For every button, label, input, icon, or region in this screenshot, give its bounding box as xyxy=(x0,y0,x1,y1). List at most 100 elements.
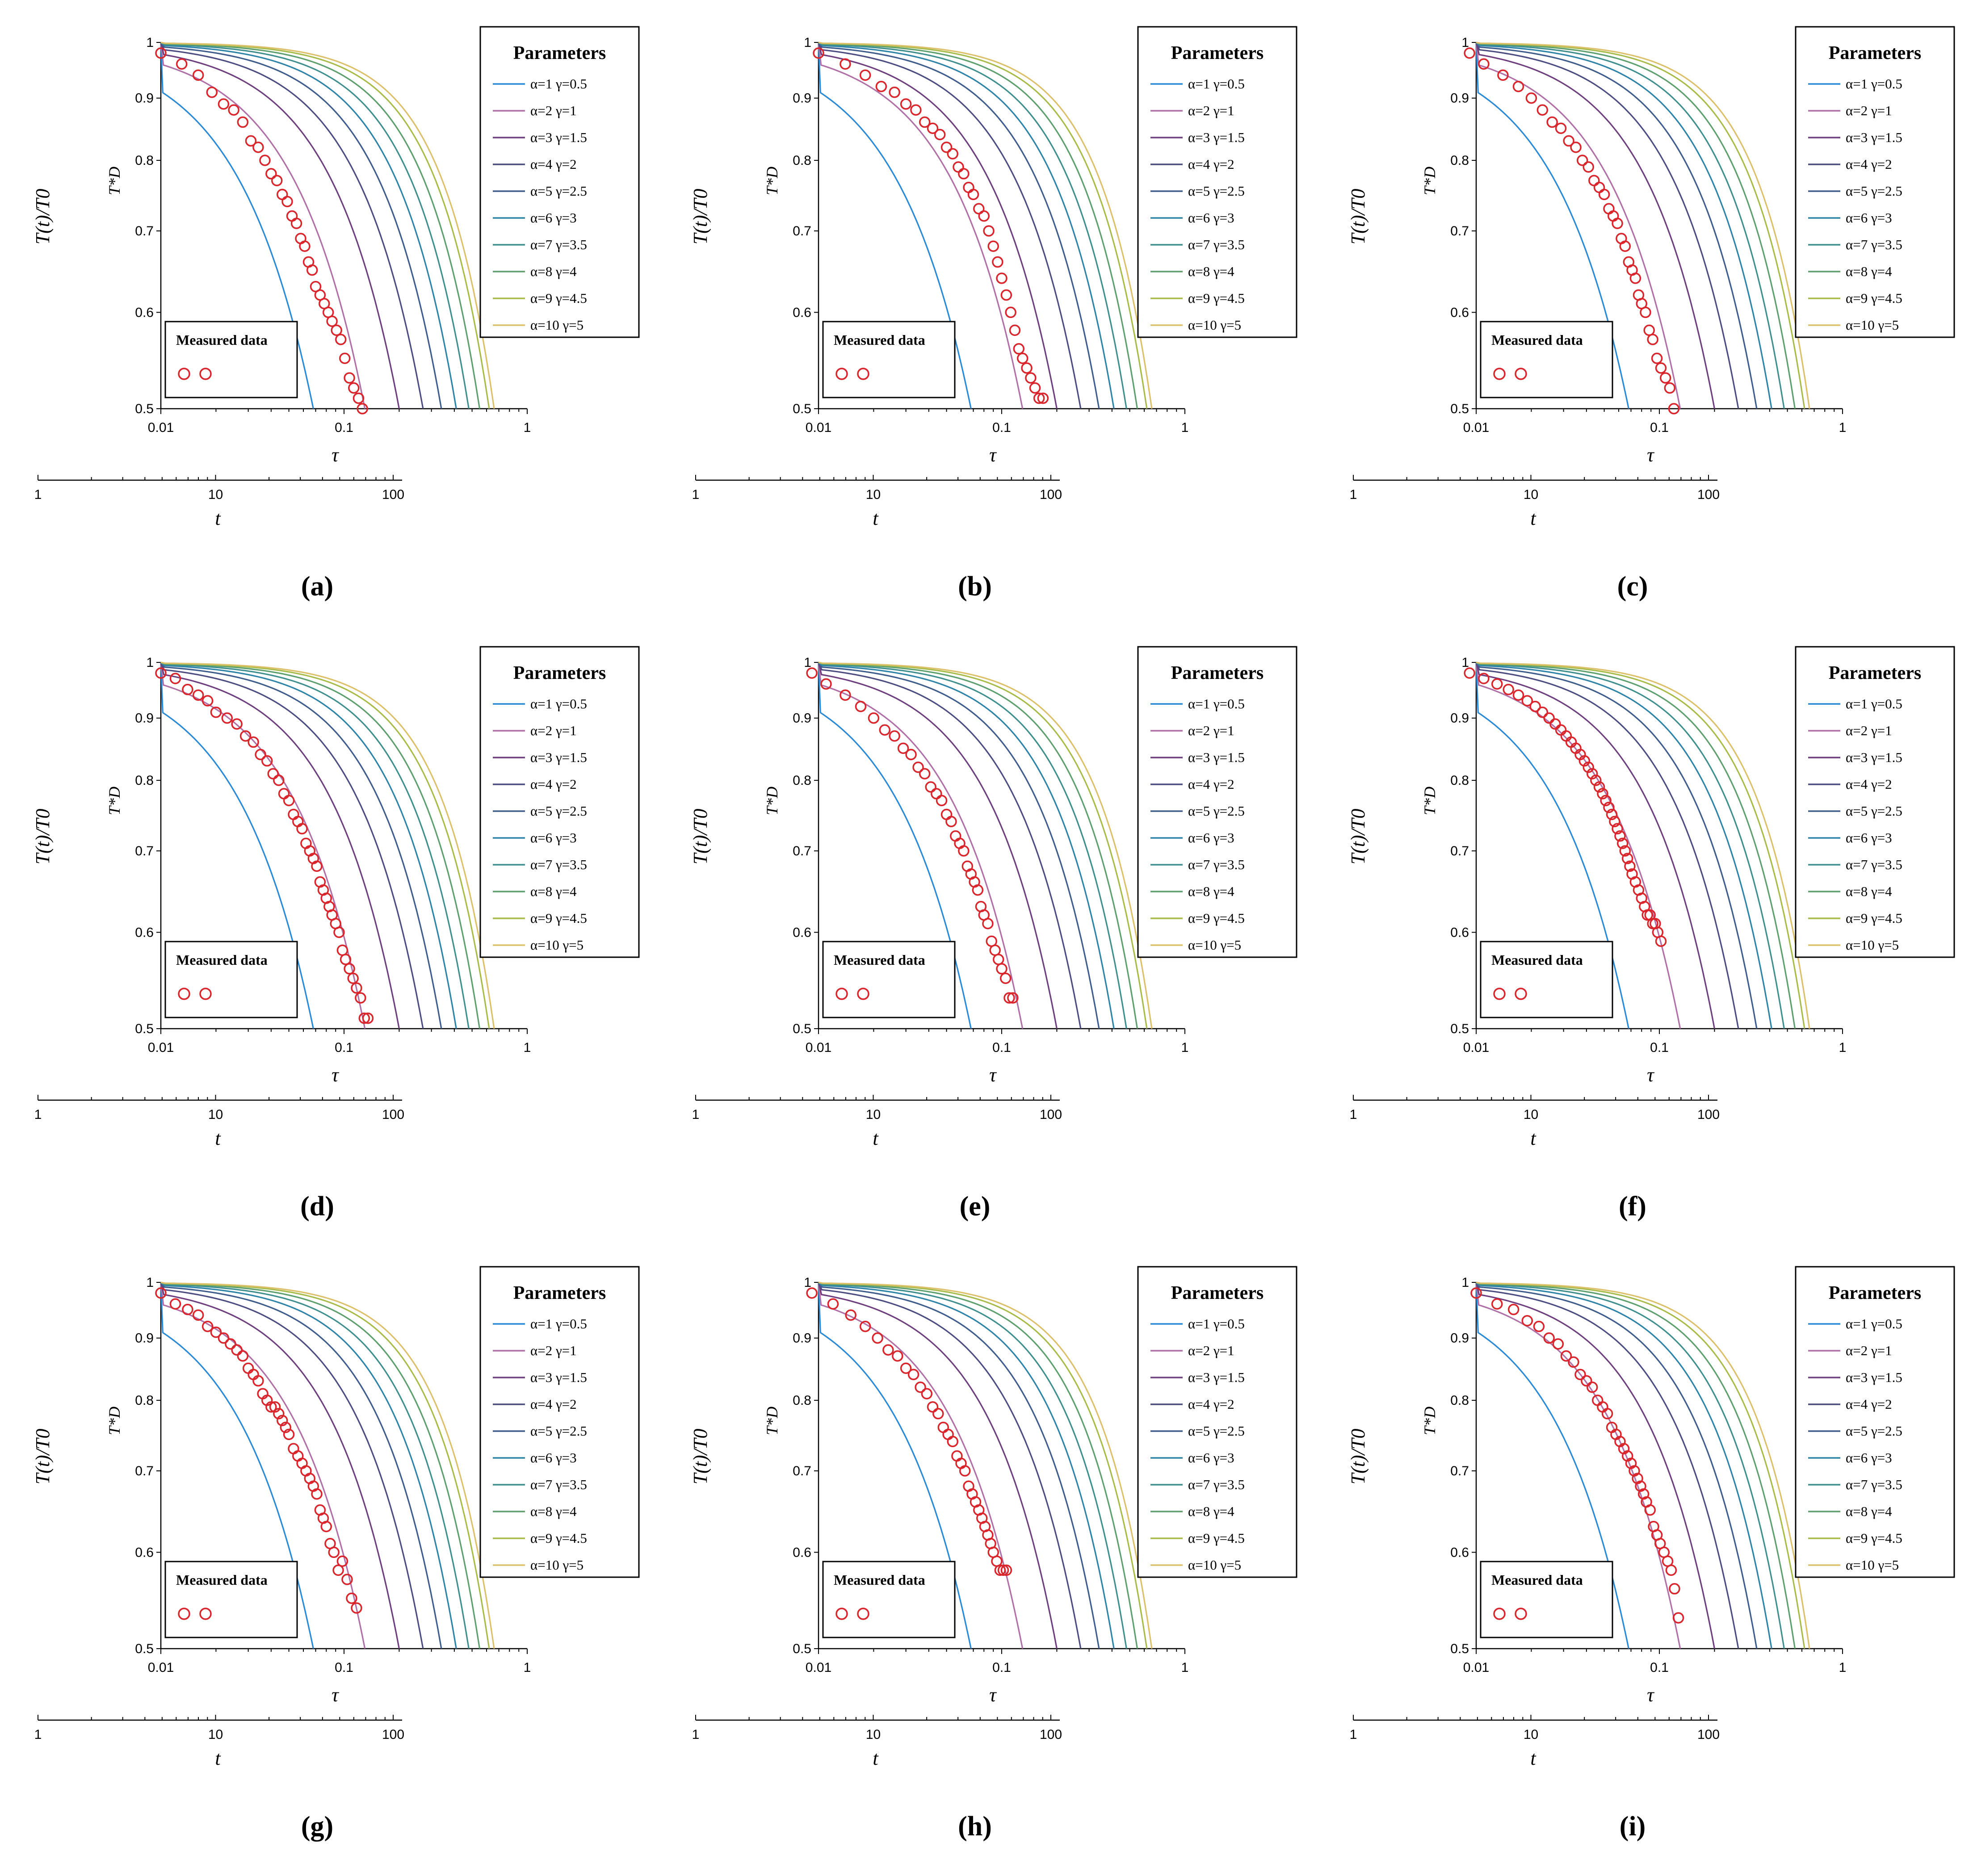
y-tick-label: 0.7 xyxy=(793,1464,811,1478)
legend-entry: α=1 γ=0.5 xyxy=(1846,1316,1902,1332)
measured-point xyxy=(1521,695,1533,707)
series-line-8 xyxy=(160,1281,481,1649)
series-line-5 xyxy=(818,1282,1100,1649)
t-tick-label: 1 xyxy=(692,1727,700,1742)
measured-legend-marker xyxy=(199,988,212,1000)
y-axis-title-outer: T(t)/T0 xyxy=(689,1429,711,1485)
series-line-7 xyxy=(160,1281,470,1649)
series-line-4 xyxy=(160,1282,424,1649)
legend-entry: α=9 γ=4.5 xyxy=(1188,1530,1245,1546)
y-axis-title-inner: T*D xyxy=(1421,1407,1439,1435)
measured-point xyxy=(907,1369,919,1381)
y-tick-label: 0.7 xyxy=(135,224,154,239)
model-curves xyxy=(1475,42,1810,409)
measured-point xyxy=(336,1555,348,1567)
legend-box xyxy=(479,26,640,338)
y-tick-label: 0.7 xyxy=(1450,224,1469,239)
measured-point xyxy=(269,1401,281,1413)
measured-point xyxy=(283,795,295,806)
legend-entry: α=3 γ=1.5 xyxy=(1846,750,1902,765)
panels: 0.50.60.70.80.910.01 0.1 1τT*DT(t)/T01 10 10… xyxy=(32,26,1955,1842)
t-axis-title: t xyxy=(873,1747,879,1769)
x-tick-label: 0.01 xyxy=(148,1040,174,1055)
measured-legend-label: Measured data xyxy=(834,952,925,968)
chart-panel: 0.5 0.6 0.7 0.8 0.9 1 0.01 0.1 1 τ T*D T(t)/T0 1 10 10… xyxy=(32,1266,640,1842)
measured-point xyxy=(347,972,359,984)
t-tick-label: 100 xyxy=(1697,1727,1720,1742)
legend-entry: α=1 γ=0.5 xyxy=(1188,1316,1245,1332)
series-line-1 xyxy=(818,42,972,409)
series-line-10 xyxy=(1476,662,1810,1029)
measured-point xyxy=(940,142,953,153)
x-tick-label: 0.01 xyxy=(806,420,831,435)
t-tick-label: 1 xyxy=(1350,1107,1357,1122)
measured-point xyxy=(992,256,1003,268)
measured-point xyxy=(1619,240,1631,252)
series-line-8 xyxy=(160,42,481,409)
measured-point xyxy=(357,403,368,415)
measured-point xyxy=(320,1520,332,1533)
measured-point xyxy=(237,116,249,128)
measured-legend-label: Measured data xyxy=(176,332,268,348)
t-tick-label: 10 xyxy=(866,487,881,502)
legend-entry: α=2 γ=1 xyxy=(530,1343,577,1358)
measured-legend-label: Measured data xyxy=(176,1572,268,1588)
measured-legend-label: Measured data xyxy=(176,952,268,968)
y-axis-title-inner: T*D xyxy=(763,1407,781,1435)
legend-entry: α=3 γ=1.5 xyxy=(1188,750,1245,765)
measured-point xyxy=(827,1298,839,1310)
legend-entry: α=10 γ=5 xyxy=(1188,1557,1241,1573)
x-tick-label: 0.01 xyxy=(1463,1660,1489,1675)
measured-legend-label: Measured data xyxy=(1491,332,1583,348)
measured-point xyxy=(1025,372,1037,384)
measured-point xyxy=(192,1309,204,1321)
measured-point xyxy=(276,1415,288,1426)
y-tick-label: 0.9 xyxy=(1450,711,1469,726)
measured-legend-label: Measured data xyxy=(1491,952,1583,968)
x-axis-title-tau: τ xyxy=(989,1064,997,1086)
series-line-8 xyxy=(1476,662,1796,1029)
measured-data-legend: Measured data xyxy=(822,1561,956,1638)
measured-point xyxy=(1491,678,1503,690)
measured-point xyxy=(959,1465,971,1477)
measured-point xyxy=(994,1564,1006,1576)
legend-entry: α=10 γ=5 xyxy=(530,937,584,953)
legend-title: Parameters xyxy=(1171,43,1264,63)
measured-legend-marker xyxy=(1493,1608,1506,1620)
measured-point xyxy=(1555,122,1567,134)
y-tick-label: 1 xyxy=(1461,1275,1469,1290)
measured-point xyxy=(919,768,931,780)
measured-point xyxy=(1000,289,1012,301)
measured-legend-box xyxy=(164,1561,298,1638)
series-line-8 xyxy=(1476,42,1796,409)
bottom-t-axis: 1 10 100 t xyxy=(692,1715,1062,1769)
y-tick-label: 0.6 xyxy=(1450,925,1469,940)
x-axis-title-tau: τ xyxy=(332,1064,340,1086)
legend-box xyxy=(1137,646,1297,958)
y-tick-label: 0.5 xyxy=(135,1022,154,1036)
measured-point xyxy=(882,1344,894,1356)
measured-point xyxy=(1583,762,1594,773)
measured-point xyxy=(331,324,342,336)
y-tick-label: 0.6 xyxy=(135,305,154,320)
series-line-5 xyxy=(160,42,442,409)
measured-point xyxy=(996,963,1007,975)
parameters-legend: Parameters α=1 γ=0.5 α=2 γ=1 α=3 γ=1.5 α=4 γ… xyxy=(1137,26,1297,338)
t-axis-title: t xyxy=(1530,507,1536,529)
measured-point xyxy=(1651,352,1663,364)
series-line-2 xyxy=(818,662,1024,1029)
measured-point xyxy=(1491,1298,1503,1310)
x-tick-label: 0.1 xyxy=(1650,420,1669,435)
legend-title: Parameters xyxy=(513,43,606,63)
series-line-2 xyxy=(1475,42,1681,409)
legend-entry: α=2 γ=1 xyxy=(1846,103,1892,118)
series-line-10 xyxy=(160,42,495,409)
measured-point xyxy=(169,1298,181,1310)
chart-panel: 0.5 0.6 0.7 0.8 0.9 1 0.01 0.1 1 τ T*D T(t)/T0 1 10 10… xyxy=(689,646,1297,1222)
measured-legend-marker xyxy=(199,368,212,380)
series-line-1 xyxy=(160,662,314,1029)
series-line-6 xyxy=(818,1281,1115,1649)
measured-point xyxy=(921,1388,933,1400)
